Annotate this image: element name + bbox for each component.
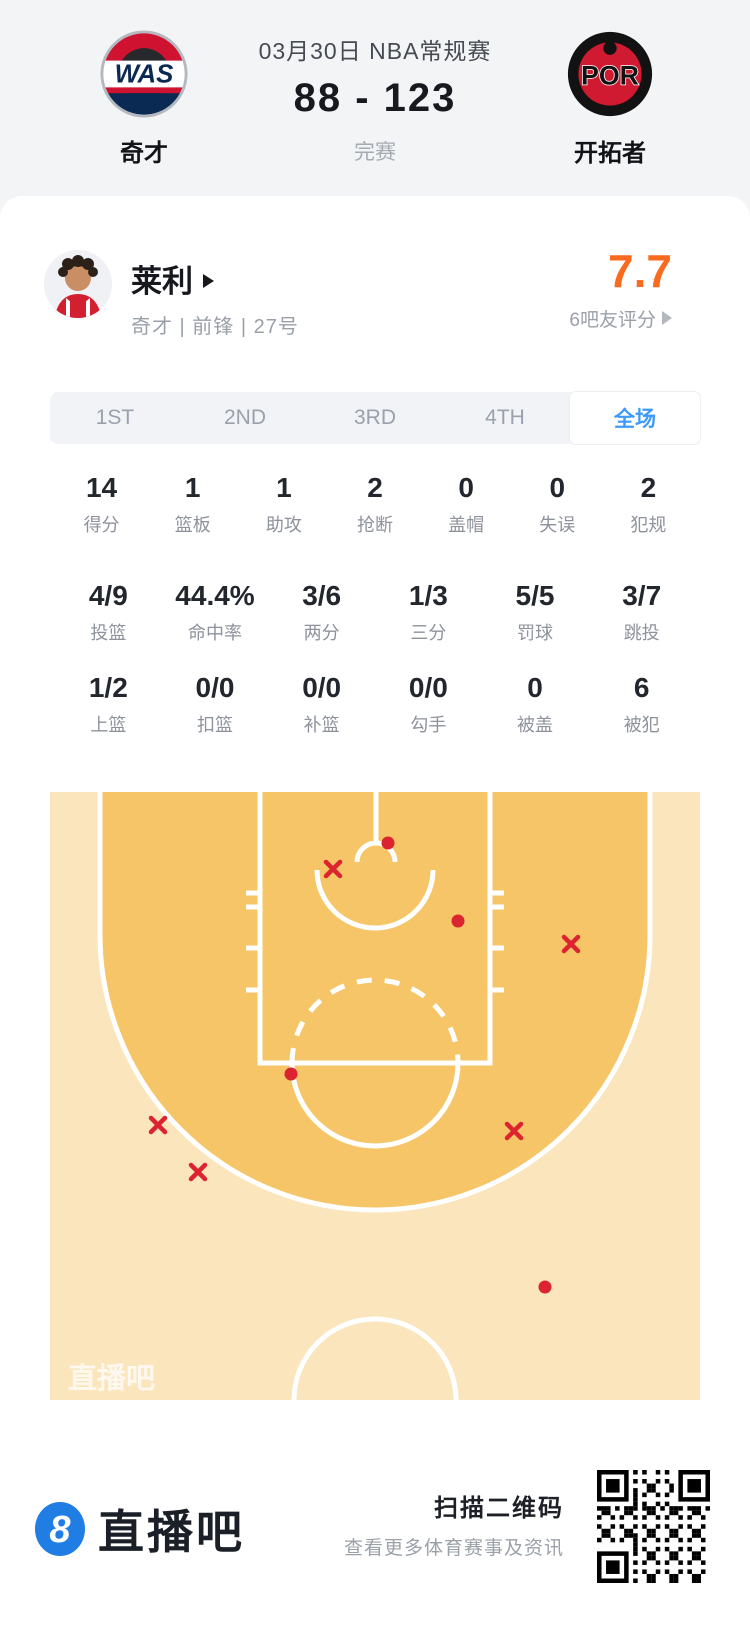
stat-value: 6 — [633, 672, 650, 703]
stat-label: 三分 — [410, 623, 447, 643]
made-shot-marker — [284, 1067, 298, 1081]
stat-value: 2 — [367, 472, 383, 503]
stat-value: 3/7 — [622, 580, 662, 611]
stat-label: 投篮 — [90, 623, 127, 643]
svg-text:8: 8 — [49, 1509, 71, 1551]
missed-shot-marker — [188, 1162, 208, 1182]
stats-row-shooting: 4/9 投篮 44.4% 命中率 3/6 两分 1/3 三分 5/5 罚球 3/7 跳投 — [55, 580, 695, 645]
stat-value: 5/5 — [515, 580, 555, 611]
stat-value: 0/0 — [408, 672, 448, 703]
stat-value: 1 — [184, 472, 201, 503]
stat-label: 得分 — [83, 515, 120, 535]
stat-value: 44.4% — [175, 580, 255, 611]
caret-right-icon — [203, 273, 214, 288]
player-name-row[interactable]: 莱利 — [131, 256, 214, 301]
lane-hash-marks — [246, 890, 504, 993]
missed-shot-marker — [323, 859, 343, 879]
halfcourt-diagram: 直播吧 — [50, 785, 700, 1484]
svg-text:POR: POR — [581, 61, 639, 91]
stat-label: 补篮 — [303, 715, 340, 735]
tab-1st[interactable]: 1ST — [95, 406, 135, 429]
player-meta: 奇才 | 前锋 | 27号 — [131, 316, 299, 338]
rim-arc — [354, 840, 398, 863]
tab-3rd[interactable]: 3RD — [353, 406, 396, 429]
stat-value: 0/0 — [302, 672, 342, 703]
stat-label: 罚球 — [517, 623, 554, 643]
stat-label: 上篮 — [90, 715, 127, 735]
svg-text:WAS: WAS — [115, 61, 174, 89]
stat-value: 0 — [549, 472, 566, 503]
made-shot-marker — [381, 836, 395, 850]
away-team-name: 开拓者 — [574, 140, 646, 167]
shot-chart: 直播吧 — [50, 785, 700, 1484]
stat-value: 14 — [85, 472, 118, 503]
stat-label: 助攻 — [265, 515, 302, 535]
game-status: 完赛 — [354, 141, 396, 164]
tab-full-game[interactable]: 全场 — [570, 392, 700, 444]
player-rating-block[interactable]: 7.7 6吧友评分 — [569, 246, 672, 332]
stat-label: 跳投 — [623, 623, 660, 643]
stats-row-basic: 14 得分 1 篮板 1 助攻 2 抢断 0 盖帽 0 失误 2 犯规 — [56, 472, 694, 537]
home-team[interactable]: WAS 奇才 — [54, 30, 234, 168]
stat-label: 命中率 — [188, 623, 242, 643]
caret-right-icon — [662, 311, 672, 326]
missed-shot-marker — [504, 1121, 524, 1141]
stat-label: 被犯 — [623, 715, 660, 735]
stat-value: 4/9 — [88, 580, 128, 611]
stat-label: 失误 — [539, 515, 576, 535]
game-date-label: 03月30日 NBA常规赛 — [258, 38, 492, 64]
stat-label: 抢断 — [356, 515, 393, 535]
player-photo-icon — [44, 250, 112, 318]
stat-label: 盖帽 — [448, 515, 485, 535]
made-shot-marker — [538, 1280, 552, 1294]
stat-value: 0 — [458, 472, 474, 503]
qr-code — [597, 1470, 710, 1583]
stat-value: 0 — [527, 672, 543, 703]
shot-markers — [148, 836, 581, 1294]
free-throw-circle-solid — [289, 1062, 461, 1149]
stat-value: 2 — [640, 472, 657, 503]
three-point-line — [97, 792, 653, 1213]
rating-value: 7.7 — [608, 245, 672, 297]
zhibo8-badge-icon: 8 — [35, 1502, 85, 1556]
tab-2nd[interactable]: 2ND — [223, 406, 266, 429]
stat-label: 犯规 — [630, 515, 667, 535]
scan-title: 扫描二维码 — [434, 1495, 564, 1522]
stat-value: 1/2 — [88, 672, 128, 703]
stat-value: 1/3 — [408, 580, 448, 611]
stat-value: 1 — [276, 472, 292, 503]
rating-label: 6吧友评分 — [569, 309, 656, 331]
stat-label: 扣篮 — [197, 715, 233, 735]
away-team-logo-icon: POR — [567, 31, 653, 117]
missed-shot-marker — [148, 1115, 168, 1135]
player-name: 莱利 — [131, 264, 193, 299]
player-avatar[interactable] — [44, 250, 112, 318]
scan-hint: 扫描二维码 查看更多体育赛事及资讯 — [344, 1488, 564, 1560]
game-score: 88 - 123 — [293, 76, 457, 120]
missed-shot-marker — [561, 934, 581, 954]
scan-subtitle: 查看更多体育赛事及资讯 — [343, 1538, 564, 1559]
stat-label: 篮板 — [174, 515, 211, 535]
stat-label: 勾手 — [410, 715, 447, 735]
restricted-area-arc — [314, 869, 436, 931]
stats-row-shot-types: 1/2 上篮 0/0 扣篮 0/0 补篮 0/0 勾手 0 被盖 6 被犯 — [55, 672, 695, 737]
court-watermark: 直播吧 — [68, 1362, 155, 1395]
stat-label: 两分 — [303, 623, 340, 643]
app-logo-text: 直播吧 — [98, 1506, 245, 1558]
tab-4th[interactable]: 4TH — [485, 406, 525, 429]
app-logo: 8 直播吧 — [34, 1496, 245, 1562]
stat-value: 0/0 — [195, 672, 235, 703]
home-team-logo-icon: WAS — [100, 30, 188, 118]
away-team[interactable]: POR 开拓者 — [520, 30, 700, 168]
made-shot-marker — [451, 914, 465, 928]
stat-label: 被盖 — [517, 715, 554, 735]
stat-value: 3/6 — [302, 580, 342, 611]
court-inside-arc — [100, 792, 650, 1210]
home-team-name: 奇才 — [120, 140, 168, 167]
free-throw-circle-dashed — [289, 977, 461, 1064]
quarter-tabs: 1ST 2ND 3RD 4TH 全场 — [50, 392, 700, 444]
